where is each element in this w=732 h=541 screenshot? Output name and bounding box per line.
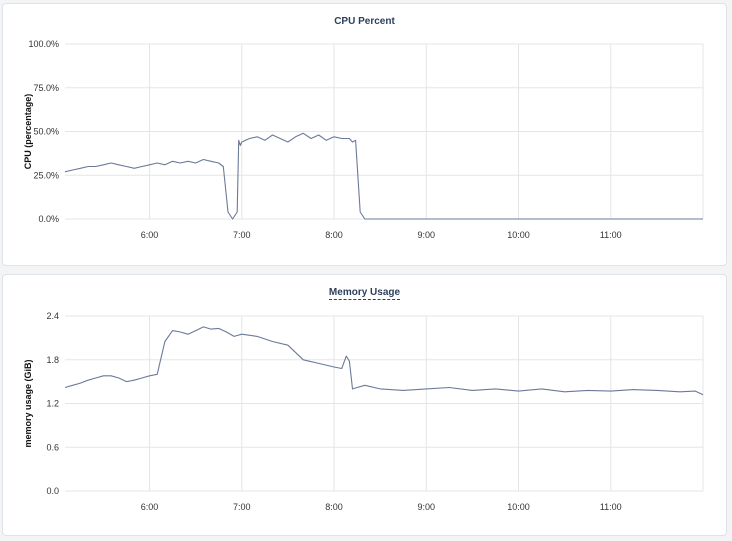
- cpu-chart-title: CPU Percent: [334, 16, 395, 27]
- x-tick-label: 9:00: [418, 230, 436, 240]
- x-tick-label: 10:00: [507, 230, 530, 240]
- y-tick-label: 0.6: [46, 442, 59, 452]
- y-tick-label: 100.0%: [28, 39, 59, 49]
- x-tick-label: 10:00: [507, 502, 530, 512]
- memory-usage-chart[interactable]: 0.0 0.6 1.2 1.8 2.4 6:00 7:00 8:00 9:00 10:00 11:0…: [3, 275, 728, 537]
- x-tick-label: 6:00: [141, 230, 159, 240]
- y-tick-label: 1.8: [46, 355, 59, 365]
- y-tick-label: 75.0%: [33, 83, 59, 93]
- series-line[interactable]: [64, 326, 704, 396]
- x-tick-label: 8:00: [325, 502, 343, 512]
- x-tick-label: 8:00: [325, 230, 343, 240]
- series-line[interactable]: [64, 132, 703, 220]
- memory-usage-panel: Memory Usage 0.0 0.6 1.2 1.8 2.4 6:00 7:00 8:00…: [2, 274, 727, 536]
- x-tick-label: 6:00: [141, 502, 159, 512]
- y-tick-label: 0.0: [46, 486, 59, 496]
- memory-chart-title[interactable]: Memory Usage: [328, 287, 401, 300]
- cpu-percent-chart[interactable]: 0.0% 25.0% 50.0% 75.0% 100.0% 6:00 7:00 8:00 9:0…: [3, 4, 728, 267]
- memory-chart-title-wrap[interactable]: Memory Usage: [3, 287, 726, 300]
- x-tick-label: 11:00: [600, 230, 622, 240]
- y-tick-label: 1.2: [46, 399, 59, 409]
- y-axis-title: memory usage (GiB): [23, 359, 33, 447]
- x-tick-label: 7:00: [233, 230, 251, 240]
- x-tick-label: 7:00: [233, 502, 251, 512]
- y-tick-label: 2.4: [46, 311, 59, 321]
- y-tick-label: 25.0%: [33, 170, 59, 180]
- y-axis-title: CPU (percentage): [23, 94, 33, 170]
- cpu-percent-panel: CPU Percent 0.0% 25.0% 50.0% 75.0% 100.0% 6:0…: [2, 3, 727, 266]
- y-tick-label: 50.0%: [33, 127, 59, 137]
- y-tick-label: 0.0%: [38, 214, 59, 224]
- x-tick-label: 11:00: [600, 502, 622, 512]
- x-tick-label: 9:00: [418, 502, 436, 512]
